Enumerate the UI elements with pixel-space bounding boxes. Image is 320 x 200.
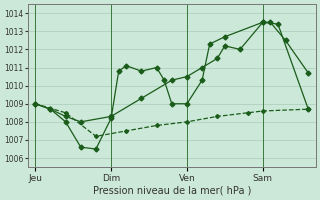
X-axis label: Pression niveau de la mer( hPa ): Pression niveau de la mer( hPa ) (92, 186, 251, 196)
